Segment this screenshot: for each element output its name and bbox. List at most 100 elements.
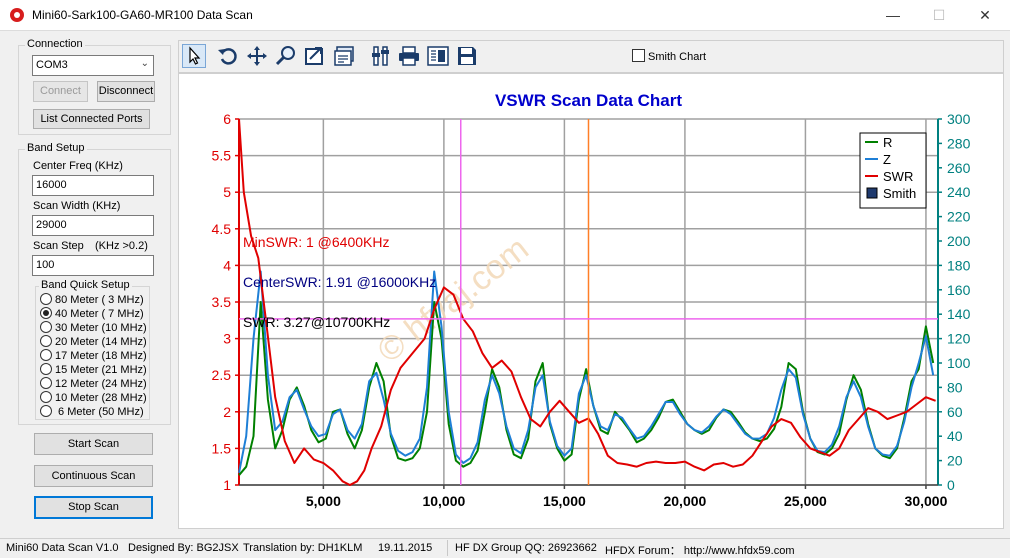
x-tick-label: 5,000 xyxy=(306,493,341,509)
status-separator xyxy=(447,540,448,556)
x-tick-label: 30,000 xyxy=(905,493,948,509)
band-radio-label: 12 Meter (24 MHz) xyxy=(55,378,147,390)
radio-button[interactable] xyxy=(40,377,52,389)
scan-step-input[interactable]: 100 xyxy=(32,255,154,276)
left-tick-label: 5.5 xyxy=(212,148,232,164)
maximize-button[interactable]: ☐ xyxy=(932,7,946,23)
left-tick-label: 4.5 xyxy=(212,221,232,237)
right-tick-label: 140 xyxy=(947,306,971,322)
band-setup-group-title: Band Setup xyxy=(25,142,87,154)
radio-button[interactable] xyxy=(40,405,52,417)
radio-button[interactable] xyxy=(40,391,52,403)
title-bar: Mini60-Sark100-GA60-MR100 Data Scan — ☐ … xyxy=(0,0,1010,31)
stop-scan-button[interactable]: Stop Scan xyxy=(34,496,153,519)
band-radio-7[interactable]: 10 Meter (28 MHz) xyxy=(40,391,147,405)
right-tick-label: 220 xyxy=(947,209,971,225)
left-tick-label: 3.5 xyxy=(212,294,232,310)
connect-button[interactable]: Connect xyxy=(33,81,88,102)
left-tick-label: 2.5 xyxy=(212,367,232,383)
center-freq-input[interactable]: 16000 xyxy=(32,175,154,196)
right-tick-label: 80 xyxy=(947,379,963,395)
vswr-chart-panel[interactable]: © hfvaj.com VSWR Scan Data Chart 1 1.5 2 2.5 3… xyxy=(178,73,1004,529)
radio-button[interactable] xyxy=(40,363,52,375)
left-tick-label: 4 xyxy=(223,257,231,273)
band-quick-setup-title: Band Quick Setup xyxy=(39,279,132,291)
pointer-icon[interactable] xyxy=(182,44,206,68)
right-tick-label: 240 xyxy=(947,184,971,200)
print-preview-icon[interactable] xyxy=(426,44,450,68)
connection-group: Connection xyxy=(18,38,171,135)
band-radio-1[interactable]: 40 Meter ( 7 MHz) xyxy=(40,307,144,321)
chevron-down-icon: ⌄ xyxy=(140,58,149,69)
band-radio-5[interactable]: 15 Meter (21 MHz) xyxy=(40,363,147,377)
right-tick-label: 40 xyxy=(947,428,963,444)
status-forum: HFDX Forum： http://www.hfdx59.com xyxy=(605,545,795,557)
chart-properties-icon[interactable] xyxy=(332,44,356,68)
center-swr-annotation: CenterSWR: 1.91 @16000KHz xyxy=(243,274,436,290)
band-radio-2[interactable]: 30 Meter (10 MHz) xyxy=(40,321,147,335)
list-ports-button[interactable]: List Connected Ports xyxy=(33,109,150,129)
radio-button[interactable] xyxy=(40,307,52,319)
band-radio-8[interactable]: 6 Meter (50 MHz) xyxy=(40,405,144,419)
radio-button[interactable] xyxy=(40,293,52,305)
left-tick-label: 6 xyxy=(223,111,231,127)
left-tick-label: 2 xyxy=(223,404,231,420)
print-icon[interactable] xyxy=(397,44,421,68)
cursor-swr-annotation: SWR: 3.27@10700KHz xyxy=(243,314,390,330)
status-version: Mini60 Data Scan V1.0 xyxy=(6,542,119,554)
smith-chart-label: Smith Chart xyxy=(648,51,707,63)
chart-toolbar: Smith Chart xyxy=(178,40,1004,73)
save-icon[interactable] xyxy=(455,44,479,68)
band-radio-3[interactable]: 20 Meter (14 MHz) xyxy=(40,335,147,349)
minimize-button[interactable]: — xyxy=(886,7,900,23)
undo-icon[interactable] xyxy=(216,44,240,68)
scan-width-input[interactable]: 29000 xyxy=(32,215,154,236)
chart-title: VSWR Scan Data Chart xyxy=(495,91,682,110)
smith-chart-checkbox[interactable] xyxy=(632,49,645,62)
band-radio-label: 10 Meter (28 MHz) xyxy=(55,392,147,404)
x-tick-label: 15,000 xyxy=(543,493,586,509)
right-tick-label: 20 xyxy=(947,453,963,469)
radio-button[interactable] xyxy=(40,321,52,333)
com-port-value: COM3 xyxy=(36,59,68,71)
settings-icon[interactable] xyxy=(369,44,393,68)
left-tick-label: 1.5 xyxy=(212,440,232,456)
band-radio-label: 15 Meter (21 MHz) xyxy=(55,364,147,376)
band-radio-label: 17 Meter (18 MHz) xyxy=(55,350,147,362)
right-tick-label: 120 xyxy=(947,331,971,347)
right-tick-label: 60 xyxy=(947,404,963,420)
move-icon[interactable] xyxy=(245,44,269,68)
min-swr-annotation: MinSWR: 1 @6400KHz xyxy=(243,234,389,250)
scan-width-label: Scan Width (KHz) xyxy=(33,200,121,212)
radio-button[interactable] xyxy=(40,335,52,347)
continuous-scan-button[interactable]: Continuous Scan xyxy=(34,465,153,487)
x-tick-label: 25,000 xyxy=(784,493,827,509)
radio-button[interactable] xyxy=(40,349,52,361)
com-port-select[interactable]: COM3 ⌄ xyxy=(32,55,154,76)
right-tick-label: 160 xyxy=(947,282,971,298)
band-radio-0[interactable]: 80 Meter ( 3 MHz) xyxy=(40,293,144,307)
smith-chart-toggle[interactable]: Smith Chart xyxy=(632,49,706,63)
disconnect-button[interactable]: Disconnect xyxy=(97,81,155,102)
band-radio-6[interactable]: 12 Meter (24 MHz) xyxy=(40,377,147,391)
status-group: HF DX Group QQ: 26923662 xyxy=(455,542,597,554)
series-line-swr xyxy=(238,118,936,486)
band-radio-label: 80 Meter ( 3 MHz) xyxy=(55,294,144,306)
export-icon[interactable] xyxy=(303,44,327,68)
status-designer: Designed By: BG2JSX xyxy=(128,542,239,554)
window-title: Mini60-Sark100-GA60-MR100 Data Scan xyxy=(32,8,253,22)
scan-step-label: Scan Step xyxy=(33,240,84,252)
band-radio-4[interactable]: 17 Meter (18 MHz) xyxy=(40,349,147,363)
close-button[interactable]: ✕ xyxy=(979,7,991,23)
start-scan-button[interactable]: Start Scan xyxy=(34,433,153,455)
scan-step-hint: (KHz >0.2) xyxy=(95,240,148,252)
zoom-icon[interactable] xyxy=(274,44,298,68)
left-tick-label: 3 xyxy=(223,331,231,347)
status-date: 19.11.2015 xyxy=(378,542,433,554)
center-freq-label: Center Freq (KHz) xyxy=(33,160,123,172)
legend-label: Z xyxy=(883,152,891,167)
x-tick-label: 10,000 xyxy=(422,493,465,509)
band-radio-label: 30 Meter (10 MHz) xyxy=(55,322,147,334)
app-icon xyxy=(10,8,24,22)
